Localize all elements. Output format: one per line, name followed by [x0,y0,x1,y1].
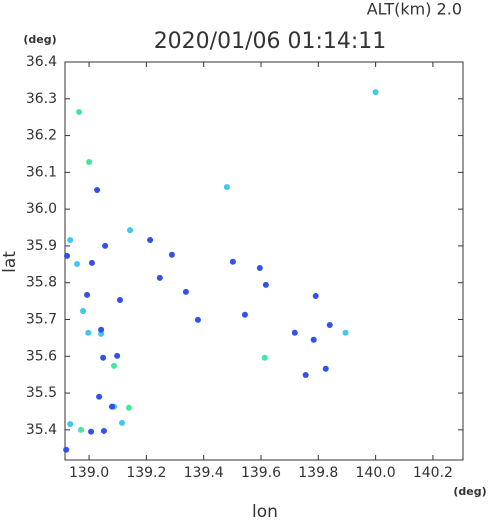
echo-point [147,237,154,244]
echo-point [88,428,95,435]
echo-point [100,427,107,434]
x-tick-label: 139.2 [126,465,166,481]
y-tick-label: 36.3 [26,91,57,107]
x-tick-label: 139.8 [298,465,338,481]
echo-point [312,292,319,299]
echo-point [64,252,71,259]
echo-point [127,227,134,234]
altitude-label: ALT(km) 2.0 [367,0,462,19]
echo-point [94,187,101,194]
echo-point [302,372,309,379]
echo-point [372,89,379,96]
echo-point [98,326,105,333]
echo-point [168,251,175,258]
x-tick-label: 140.2 [413,465,453,481]
y-tick-label: 36.1 [26,164,57,180]
echo-point [108,403,115,410]
echo-point [85,329,92,336]
echo-point [229,258,236,265]
echo-point [117,296,124,303]
x-tick-label: 139.0 [69,465,109,481]
y-tick-label: 35.8 [26,275,57,291]
echo-point [74,260,81,267]
echo-point [194,316,201,323]
echo-point [110,362,117,369]
echo-point [67,420,74,427]
x-tick-label: 139.4 [184,465,224,481]
echo-point [86,159,93,166]
plot-frame [64,61,464,461]
echo-point [326,322,333,329]
echo-point [80,308,87,315]
echo-point [119,419,126,426]
echo-point [125,404,132,411]
echo-point [182,288,189,295]
echo-point [63,446,70,453]
echo-point [223,184,230,191]
y-tick-label: 35.6 [26,348,57,364]
echo-point [342,329,349,336]
echo-point [84,291,91,298]
echo-point [261,354,268,361]
y-tick-label: 35.7 [26,311,57,327]
y-tick-label: 35.4 [26,422,57,438]
echo-point [256,264,263,271]
echo-point [67,237,74,244]
x-tick-label: 140.0 [356,465,396,481]
echo-point [88,259,95,266]
x-unit: (deg) [453,485,486,498]
y-tick-label: 36.0 [26,201,57,217]
x-axis-label: lon [252,502,278,521]
echo-point [156,274,163,281]
echo-point [76,109,83,116]
echo-point [310,336,317,343]
echo-point [78,426,85,433]
echo-point [291,329,298,336]
y-tick-label: 36.4 [26,54,57,70]
echo-point [322,365,329,372]
echo-point [241,311,248,318]
y-tick-label: 35.5 [26,385,57,401]
x-tick-label: 139.6 [241,465,281,481]
echo-point [102,242,109,249]
chart-title: 2020/01/06 01:14:11 [154,29,387,54]
y-unit: (deg) [23,33,56,46]
echo-point [100,354,107,361]
y-tick-label: 35.9 [26,238,57,254]
echo-point [114,352,121,359]
y-tick-label: 36.2 [26,128,57,144]
echo-point [262,281,269,288]
echo-point [96,393,103,400]
y-axis-label: lat [0,251,20,273]
